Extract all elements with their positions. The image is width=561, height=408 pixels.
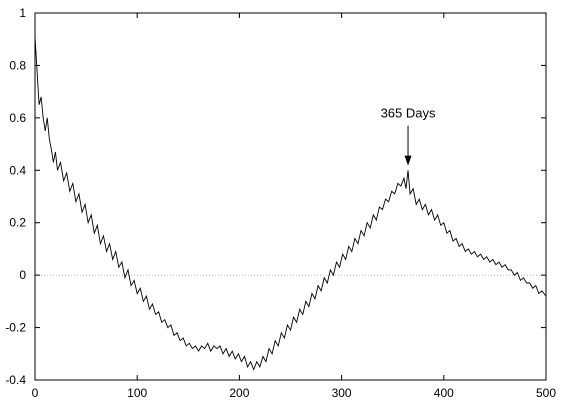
x-tick-label: 0 <box>32 386 39 400</box>
annotation-365-days: 365 Days <box>381 106 436 166</box>
annotation-arrow-head <box>404 155 412 166</box>
axis-ticks <box>34 12 547 381</box>
annotation-label: 365 Days <box>381 106 436 121</box>
y-axis-tick-labels: -0.4 -0.2 0 0.2 0.4 0.6 0.8 1 <box>5 6 26 387</box>
y-tick-label: 0.8 <box>9 58 26 72</box>
y-tick-label: -0.4 <box>5 373 26 387</box>
x-tick-label: 500 <box>536 386 556 400</box>
y-tick-label: 0.6 <box>9 111 26 125</box>
plot-frame <box>34 12 547 381</box>
x-tick-label: 300 <box>332 386 352 400</box>
x-tick-label: 100 <box>127 386 147 400</box>
x-axis-tick-labels: 0 100 200 300 400 500 <box>32 386 557 400</box>
y-tick-label: 0.2 <box>9 216 26 230</box>
y-tick-label: 0 <box>19 268 26 282</box>
x-tick-label: 200 <box>229 386 249 400</box>
y-tick-label: 1 <box>19 6 26 20</box>
y-tick-label: 0.4 <box>9 163 26 177</box>
y-tick-label: -0.2 <box>5 321 26 335</box>
series-line <box>34 36 547 371</box>
x-tick-label: 400 <box>434 386 454 400</box>
